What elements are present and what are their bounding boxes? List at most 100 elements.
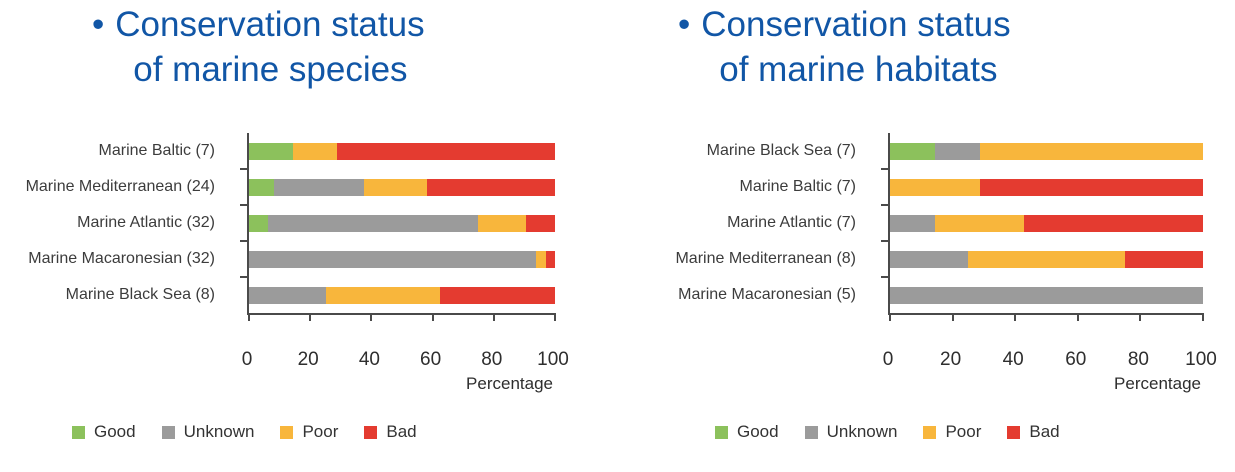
bar-segment-unknown (249, 286, 326, 304)
x-tick-label: 40 (1002, 349, 1024, 370)
legend-label: Good (94, 422, 136, 441)
category-labels: Marine Black Sea (7) Marine Baltic (7) Mar… (617, 133, 856, 313)
bar-segment-unknown (890, 286, 1203, 304)
bar-row (890, 277, 1203, 313)
x-tick-label: 0 (882, 349, 894, 370)
category-label: Marine Macaronesian (5) (678, 286, 856, 303)
y-axis-tick (240, 204, 247, 206)
bar-segment-poor (890, 178, 980, 196)
bar-segment-poor (292, 142, 337, 160)
bar-segment-poor (536, 250, 546, 268)
bullet-icon: • (92, 5, 105, 44)
legend-swatch-good (72, 425, 85, 439)
category-label: Marine Black Sea (8) (65, 286, 215, 303)
chart-title-lines: Conservation status of marine species (115, 2, 424, 92)
bar-row (890, 241, 1203, 277)
legend-swatch-poor (280, 425, 294, 439)
stacked-bar (249, 286, 555, 304)
bullet-icon: • (678, 5, 691, 44)
legend-swatch-bad (1007, 425, 1021, 439)
bar-row (249, 133, 555, 169)
x-axis-tick (1202, 313, 1204, 321)
x-tick-label: 80 (481, 349, 503, 370)
chart-title-line2: of marine species (133, 50, 408, 89)
legend-item-good: Good (715, 422, 779, 442)
category-label: Marine Mediterranean (24) (25, 178, 215, 195)
x-tick-label: 100 (1185, 349, 1217, 370)
bar-segment-bad (979, 178, 1203, 196)
legend-swatch-unknown (161, 425, 175, 439)
stacked-bar (249, 142, 555, 160)
x-tick-label: 20 (297, 349, 319, 370)
x-tick-label: 60 (420, 349, 442, 370)
x-axis-tick (309, 313, 312, 321)
stacked-bar (890, 286, 1203, 304)
x-axis-tick (951, 313, 954, 321)
bar-segment-bad (545, 250, 555, 268)
x-axis-tick (248, 313, 250, 321)
x-tick-label: 60 (1065, 349, 1087, 370)
legend: Good Unknown Poor Bad (715, 422, 1060, 442)
bar-segment-good (890, 142, 935, 160)
category-label: Marine Baltic (7) (98, 142, 215, 159)
x-tick-label: 100 (537, 349, 569, 370)
x-axis-tick (431, 313, 434, 321)
bar-segment-bad (526, 214, 555, 232)
y-axis-tick (881, 204, 888, 206)
category-label: Marine Atlantic (7) (727, 214, 856, 231)
chart-title-line1: Conservation status (115, 5, 425, 44)
bar-segment-unknown (934, 142, 980, 160)
bar-row (890, 205, 1203, 241)
legend-swatch-good (715, 425, 728, 439)
stacked-bar (249, 214, 555, 232)
bar-segment-poor (363, 178, 428, 196)
x-axis-label: Percentage (466, 374, 553, 393)
legend-label: Good (737, 422, 779, 441)
x-axis-tick (554, 313, 556, 321)
x-tick-label: 0 (241, 349, 253, 370)
y-axis-tick (240, 276, 247, 278)
x-axis-tick (889, 313, 891, 321)
category-label: Marine Black Sea (7) (706, 142, 856, 159)
stacked-bar (890, 214, 1203, 232)
legend-label: Unknown (183, 422, 255, 441)
legend-swatch-poor (923, 425, 937, 439)
x-tick-labels: 0 20 40 60 80 100 (242, 349, 569, 371)
bar-segment-unknown (890, 250, 969, 268)
plot-area (881, 133, 1204, 321)
x-axis-tick (492, 313, 495, 321)
y-axis-tick (240, 240, 247, 242)
bar-segment-good (249, 178, 275, 196)
chart-panel-marine-species: • Conservation status of marine species … (0, 0, 617, 472)
bar-segment-unknown (268, 214, 479, 232)
bar-row (249, 169, 555, 205)
legend-swatch-unknown (804, 425, 818, 439)
legend-item-unknown: Unknown (161, 422, 255, 442)
x-axis-tick (370, 313, 373, 321)
bar-segment-poor (478, 214, 527, 232)
bar-segment-bad (440, 286, 555, 304)
bar-segment-bad (336, 142, 555, 160)
chart-panel-marine-habitats: • Conservation status of marine habitats… (617, 0, 1235, 472)
category-label: Marine Mediterranean (8) (675, 250, 856, 267)
chart-title-line1: Conservation status (701, 5, 1011, 44)
bar-row (890, 169, 1203, 205)
y-axis-tick (240, 168, 247, 170)
stacked-bar (249, 250, 555, 268)
legend-item-bad: Bad (364, 422, 417, 442)
bar-segment-bad (1124, 250, 1203, 268)
legend-item-poor: Poor (923, 422, 981, 442)
stacked-bar (249, 178, 555, 196)
legend-label: Bad (1029, 422, 1060, 441)
category-label: Marine Macaronesian (32) (28, 250, 215, 267)
category-labels: Marine Baltic (7) Marine Mediterranean (2… (0, 133, 215, 313)
x-tick-label: 80 (1127, 349, 1149, 370)
x-axis-tick (1139, 313, 1142, 321)
x-axis-label: Percentage (1114, 374, 1201, 393)
bar-segment-bad (1024, 214, 1203, 232)
y-axis-tick (881, 276, 888, 278)
legend-label: Bad (386, 422, 417, 441)
legend-label: Unknown (826, 422, 898, 441)
x-tick-labels: 0 20 40 60 80 100 (883, 349, 1217, 371)
